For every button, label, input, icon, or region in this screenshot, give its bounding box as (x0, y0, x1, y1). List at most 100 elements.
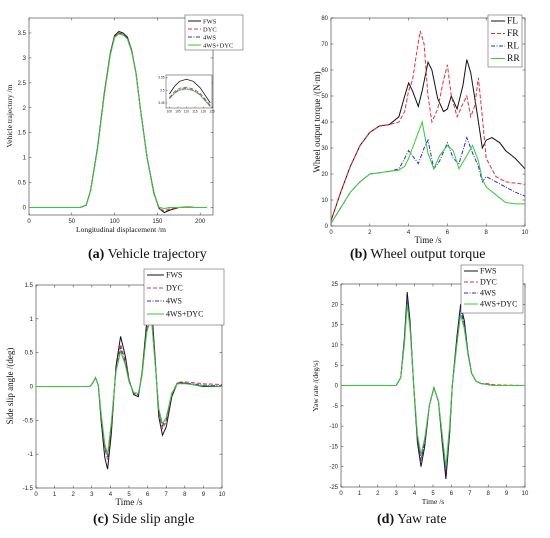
y-tick-label: 15 (331, 323, 338, 329)
series-line-FR (331, 30, 525, 221)
x-axis-label: Time /s (422, 497, 445, 506)
x-tick-label: 4 (413, 491, 417, 497)
legend-label-4WS: 4WS (480, 289, 496, 298)
x-tick-label: 8 (183, 492, 187, 498)
y-tick-label: 30 (321, 146, 328, 152)
caption-c: (c) Side slip angle (93, 512, 195, 527)
x-tick-label: 1 (358, 491, 362, 497)
y-tick-label: 0 (30, 385, 34, 391)
y-axis-label: Side slip angle /(deg) (5, 348, 15, 425)
inset-x-tick-label: 115 (192, 110, 197, 114)
y-tick-label: 10 (321, 198, 328, 204)
legend-box (460, 264, 524, 314)
y-tick-label: 0 (23, 206, 27, 212)
y-axis-label: Vehicle trajectory /m (5, 84, 14, 147)
series-line-RL (331, 136, 525, 224)
x-tick-label: 5 (127, 492, 131, 498)
x-tick-label: 0 (34, 492, 38, 498)
legend-label-FWS: FWS (203, 19, 217, 26)
inset-x-tick-label: 120 (201, 110, 207, 114)
x-tick-label: 5 (431, 491, 435, 497)
inset-plot: 100 105 110 115 120 125 3.45 3.5 3.55 (158, 74, 215, 114)
legend-label-FR: FR (507, 29, 519, 39)
legend-label-4WS: 4WS (203, 35, 216, 42)
y-tick-label: -1 (28, 452, 34, 458)
legend-label-4WS+DYC: 4WS+DYC (480, 300, 517, 309)
inset-y-tick-label: 3.5 (160, 88, 165, 92)
legend-label-4WS+DYC: 4WS+DYC (166, 310, 203, 319)
x-tick-label: 2 (72, 492, 76, 498)
y-tick-label: -5 (333, 404, 339, 410)
y-axis-label: Wheel output torque /(N·m) (312, 71, 322, 172)
legend-label-FWS: FWS (166, 271, 182, 280)
inset-x-tick-label: 100 (167, 110, 173, 114)
x-tick-label: 1 (53, 492, 57, 498)
x-tick-label: 2 (368, 230, 372, 236)
y-tick-label: 2.5 (18, 81, 27, 87)
series-line-RR (331, 120, 525, 224)
x-tick-label: 100 (110, 219, 121, 225)
x-tick-label: 8 (485, 230, 489, 236)
y-tick-label: -25 (329, 485, 338, 491)
x-axis-label: Time /s (415, 235, 442, 245)
x-tick-label: 6 (450, 491, 454, 497)
x-tick-label: 9 (505, 491, 509, 497)
legend-box (184, 14, 244, 51)
inset-series-4WS+DYC (169, 88, 211, 107)
series-line-DYC (36, 311, 222, 460)
legend-label-RR: RR (507, 54, 520, 64)
plot-frame (28, 17, 214, 216)
y-tick-label: -1.5 (23, 486, 34, 492)
y-tick-label: 0 (335, 384, 339, 390)
caption-d: (d) Yaw rate (377, 512, 447, 527)
chart-2: 0 1 2 3 4 5 6 7 8 9 10 -1.5 -1 -0.5 0 0.5 1 1.5 Time /s Sid… (5, 268, 226, 507)
series-line-4WS (341, 298, 525, 473)
y-tick-label: 1.5 (18, 131, 27, 137)
inset-series-FWS (169, 78, 211, 104)
inset-frame (165, 74, 213, 109)
y-tick-label: 1.5 (25, 283, 34, 289)
x-tick-label: 200 (195, 219, 206, 225)
series-line-4WS+DYC (341, 304, 525, 467)
series-line-4WS+DYC (36, 317, 222, 455)
legend-label-FWS: FWS (480, 267, 496, 276)
legend-label-4WS+DYC: 4WS+DYC (203, 43, 233, 50)
x-tick-label: 0 (27, 219, 31, 225)
x-tick-label: 50 (68, 219, 75, 225)
y-tick-label: 0 (325, 224, 329, 230)
y-tick-label: 3 (23, 56, 27, 62)
caption-a: (a) Vehicle trajectory (88, 247, 207, 262)
x-tick-label: 3 (395, 491, 399, 497)
inset-y-tick-label: 3.45 (158, 101, 164, 105)
y-tick-label: 20 (321, 172, 328, 178)
y-tick-label: 50 (321, 94, 328, 100)
x-tick-label: 7 (165, 492, 169, 498)
y-tick-label: 1 (23, 156, 27, 162)
x-axis-label: Longitudinal displacement /m (76, 225, 166, 234)
legend-label-RL: RL (507, 42, 519, 52)
y-tick-label: 70 (321, 42, 328, 48)
x-tick-label: 4 (407, 230, 411, 236)
inset-x-tick-label: 110 (184, 110, 189, 114)
caption-b: (b) Wheel output torque (350, 247, 486, 262)
y-tick-label: 80 (321, 16, 328, 22)
y-tick-label: -0.5 (23, 418, 34, 424)
y-tick-label: -15 (329, 444, 338, 450)
x-tick-label: 10 (522, 230, 529, 236)
y-tick-label: 20 (331, 302, 338, 308)
x-axis-label: Time /s (116, 497, 143, 507)
legend-box (143, 268, 225, 326)
y-tick-label: 40 (321, 120, 328, 126)
x-tick-label: 0 (329, 230, 333, 236)
x-tick-label: 150 (152, 219, 163, 225)
legend-label-DYC: DYC (166, 284, 183, 293)
chart-3: 0 1 2 3 4 5 6 7 8 9 10 -25 -20 -15 -10 -5 0 5 10 15 20 25 Time… (311, 264, 529, 506)
y-tick-label: 0.5 (25, 351, 34, 357)
y-tick-label: 60 (321, 68, 328, 74)
x-tick-label: 6 (446, 230, 450, 236)
legend-label-DYC: DYC (203, 27, 217, 34)
